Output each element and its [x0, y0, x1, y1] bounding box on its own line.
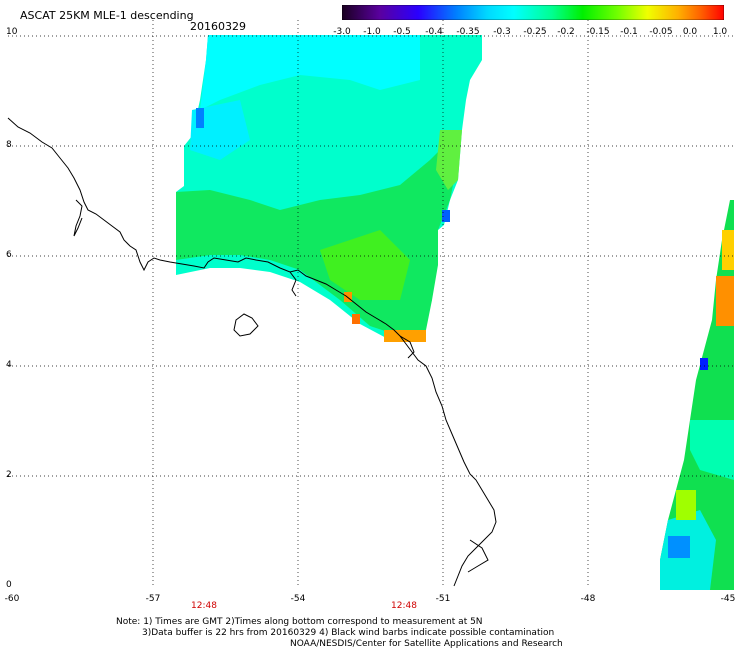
- x-label-48: -48: [580, 594, 596, 604]
- map-title: ASCAT 25KM MLE-1 descending: [20, 9, 194, 22]
- x-label-45: -45: [720, 594, 736, 604]
- data-cell: [722, 230, 734, 270]
- data-cell: [352, 314, 360, 324]
- data-cell: [700, 358, 708, 370]
- colorbar-label: 1.0: [712, 27, 728, 37]
- y-label-4: 4: [6, 360, 12, 370]
- colorbar-label: -0.35: [456, 27, 480, 37]
- colorbar-label: -1.0: [363, 27, 381, 37]
- swath-cyan: [200, 35, 420, 110]
- swath-cyan: [190, 100, 250, 160]
- data-cell: [676, 490, 696, 520]
- x-label-51: -51: [435, 594, 451, 604]
- colorbar-label: -0.15: [586, 27, 610, 37]
- colorbar-label: -0.3: [493, 27, 511, 37]
- note-line-2: 3)Data buffer is 22 hrs from 20160329 4)…: [142, 628, 555, 638]
- x-label-54: -54: [290, 594, 306, 604]
- colorbar-label: -0.05: [649, 27, 673, 37]
- colorbar-label: -3.0: [333, 27, 351, 37]
- time-label: 12:48: [391, 601, 417, 611]
- y-label-0: 0: [6, 580, 12, 590]
- swath-lime: [436, 130, 462, 190]
- lat-lon-grid: [8, 20, 734, 586]
- y-label-8: 8: [6, 140, 12, 150]
- data-cell: [196, 108, 204, 128]
- colorbar-label: -0.25: [523, 27, 547, 37]
- time-label: 12:48: [191, 601, 217, 611]
- x-label-60: -60: [4, 594, 20, 604]
- y-label-2: 2: [6, 470, 12, 480]
- data-cell: [384, 330, 426, 342]
- coastline: [7, 117, 497, 587]
- right-swath-cyan: [690, 420, 734, 480]
- data-swaths: [176, 35, 734, 590]
- note-line-1: Note: 1) Times are GMT 2)Times along bot…: [116, 617, 483, 627]
- data-cell: [716, 276, 734, 326]
- colorbar-label: -0.5: [393, 27, 411, 37]
- data-cell: [442, 210, 450, 222]
- colorbar-label: -0.4: [425, 27, 443, 37]
- y-label-10: 10: [6, 27, 18, 37]
- colorbar: [342, 5, 724, 20]
- colorbar-label: -0.2: [557, 27, 575, 37]
- map-date: 20160329: [190, 20, 246, 33]
- x-label-57: -57: [145, 594, 161, 604]
- colorbar-label: 0.0: [682, 27, 698, 37]
- data-cell: [668, 536, 690, 558]
- swath-lime: [320, 230, 410, 300]
- note-line-3: NOAA/NESDIS/Center for Satellite Applica…: [290, 639, 563, 649]
- y-label-6: 6: [6, 250, 12, 260]
- colorbar-label: -0.1: [620, 27, 638, 37]
